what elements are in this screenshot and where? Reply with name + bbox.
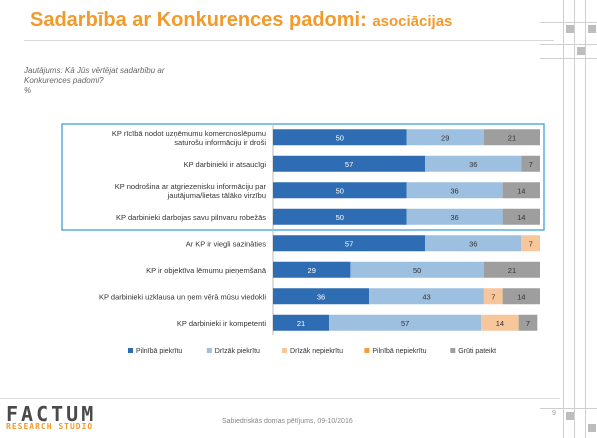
question-unit: % (24, 86, 32, 95)
data-label: 21 (508, 133, 516, 142)
category-label: KP rīcībā nodot uzņēmumu komercnoslēpumu… (112, 129, 266, 147)
bar-segment (502, 288, 540, 305)
decor-square (577, 47, 585, 55)
category-label: KP nodrošina ar atgriezenisku informācij… (115, 182, 267, 200)
bar-segment (329, 314, 482, 331)
data-label: 36 (450, 213, 458, 222)
bar-segment (273, 288, 370, 305)
bar-segment (502, 208, 540, 225)
title-main: Sadarbība ar Konkurences padomi: (30, 9, 367, 31)
data-label: 7 (491, 292, 495, 301)
data-label: 29 (441, 133, 449, 142)
data-label: 7 (526, 319, 530, 328)
decor-line (563, 0, 564, 438)
decor-line (540, 44, 597, 45)
category-label: KP darbinieki darbojas savu pilnvaru rob… (116, 213, 266, 222)
legend-label: Drīzāk nepiekrītu (290, 348, 343, 355)
data-label: 21 (508, 266, 516, 275)
slide-title: Sadarbība ar Konkurences padomi: asociāc… (30, 9, 452, 32)
bar-segment (406, 182, 503, 199)
bar-segment (406, 208, 503, 225)
decor-square (566, 412, 574, 420)
data-label: 50 (336, 213, 344, 222)
data-label: 57 (345, 239, 353, 248)
data-label: 50 (336, 186, 344, 195)
data-label: 36 (469, 160, 477, 169)
decor-line (540, 22, 597, 23)
highlight-box (61, 123, 545, 231)
bar-segment (483, 129, 540, 146)
decor-line (540, 408, 597, 409)
legend-swatch (128, 348, 133, 353)
data-label: 7 (529, 160, 533, 169)
data-label: 36 (469, 239, 477, 248)
bar-segment (273, 208, 407, 225)
category-label: KP darbinieki ir kompetenti (177, 319, 266, 328)
legend-swatch (364, 348, 370, 353)
data-label: 14 (517, 292, 525, 301)
data-label: 21 (297, 319, 305, 328)
decor-line (574, 0, 575, 438)
legend-label: Grūti pateikt (458, 348, 496, 355)
data-label: 57 (401, 319, 409, 328)
bar-segment (483, 288, 503, 305)
data-label: 14 (496, 319, 504, 328)
data-label: 43 (422, 292, 430, 301)
data-label: 57 (345, 160, 353, 169)
category-label: Ar KP ir viegli sazināties (186, 239, 267, 248)
category-label: KP ir objektīva lēmumu pieņemšanā (146, 266, 267, 275)
bar-segment (481, 314, 519, 331)
bar-segment (425, 235, 522, 252)
bar-segment (518, 314, 538, 331)
bar-segment (406, 129, 484, 146)
legend-swatch (282, 348, 288, 353)
bar-segment (273, 314, 330, 331)
bar-segment (273, 182, 407, 199)
bar-segment (273, 261, 351, 278)
decor-square (588, 25, 596, 33)
bar-segment (483, 261, 540, 278)
data-label: 14 (517, 213, 525, 222)
data-label: 50 (336, 133, 344, 142)
data-label: 36 (317, 292, 325, 301)
legend-label: Drīzāk piekrītu (215, 348, 260, 355)
data-label: 7 (529, 239, 533, 248)
logo-sub-text: RESEARCH STUDIO (6, 422, 94, 431)
question-text: Jautājums: Kā Jūs vērtējat sadarbību ar … (24, 66, 224, 96)
question-line: Konkurences padomi? (24, 76, 104, 85)
bar-segment (350, 261, 484, 278)
factum-logo: FACTUM RESEARCH STUDIO (6, 402, 136, 432)
bar-segment (502, 182, 540, 199)
data-label: 36 (450, 186, 458, 195)
bar-segment (273, 129, 407, 146)
decor-square (588, 424, 596, 432)
title-sub: asociācijas (372, 13, 453, 30)
decor-square (566, 25, 574, 33)
stacked-bar-chart: KP rīcībā nodot uzņēmumu komercnoslēpumu… (61, 123, 545, 355)
data-label: 14 (517, 186, 525, 195)
footer-source: Sabiedriskās domas pētījums, 09-10/2016 (222, 418, 353, 425)
legend-swatch (206, 348, 212, 353)
decor-line (540, 58, 597, 59)
legend-swatch (450, 348, 456, 353)
bar-segment (425, 155, 522, 172)
footer-divider (0, 398, 560, 399)
legend-label: Pilnībā nepiekrītu (372, 348, 426, 355)
legend-label: Pilnībā piekrītu (136, 348, 182, 355)
title-bar: Sadarbība ar Konkurences padomi: asociāc… (0, 0, 560, 40)
category-label: KP darbinieki ir atsaucīgi (184, 160, 267, 169)
bar-segment (521, 155, 540, 172)
question-line: Jautājums: Kā Jūs vērtējat sadarbību ar (24, 66, 165, 75)
bar-segment (273, 155, 426, 172)
title-divider (24, 40, 554, 41)
page-number: 9 (552, 410, 556, 417)
bar-segment (521, 235, 540, 252)
bar-segment (369, 288, 484, 305)
bar-segment (273, 235, 426, 252)
logo-main-text: FACTUM (6, 402, 97, 426)
data-label: 50 (413, 266, 421, 275)
data-label: 29 (308, 266, 316, 275)
decor-line (585, 0, 586, 438)
category-label: KP darbinieki uzklausa un ņem vērā mūsu … (99, 292, 266, 301)
